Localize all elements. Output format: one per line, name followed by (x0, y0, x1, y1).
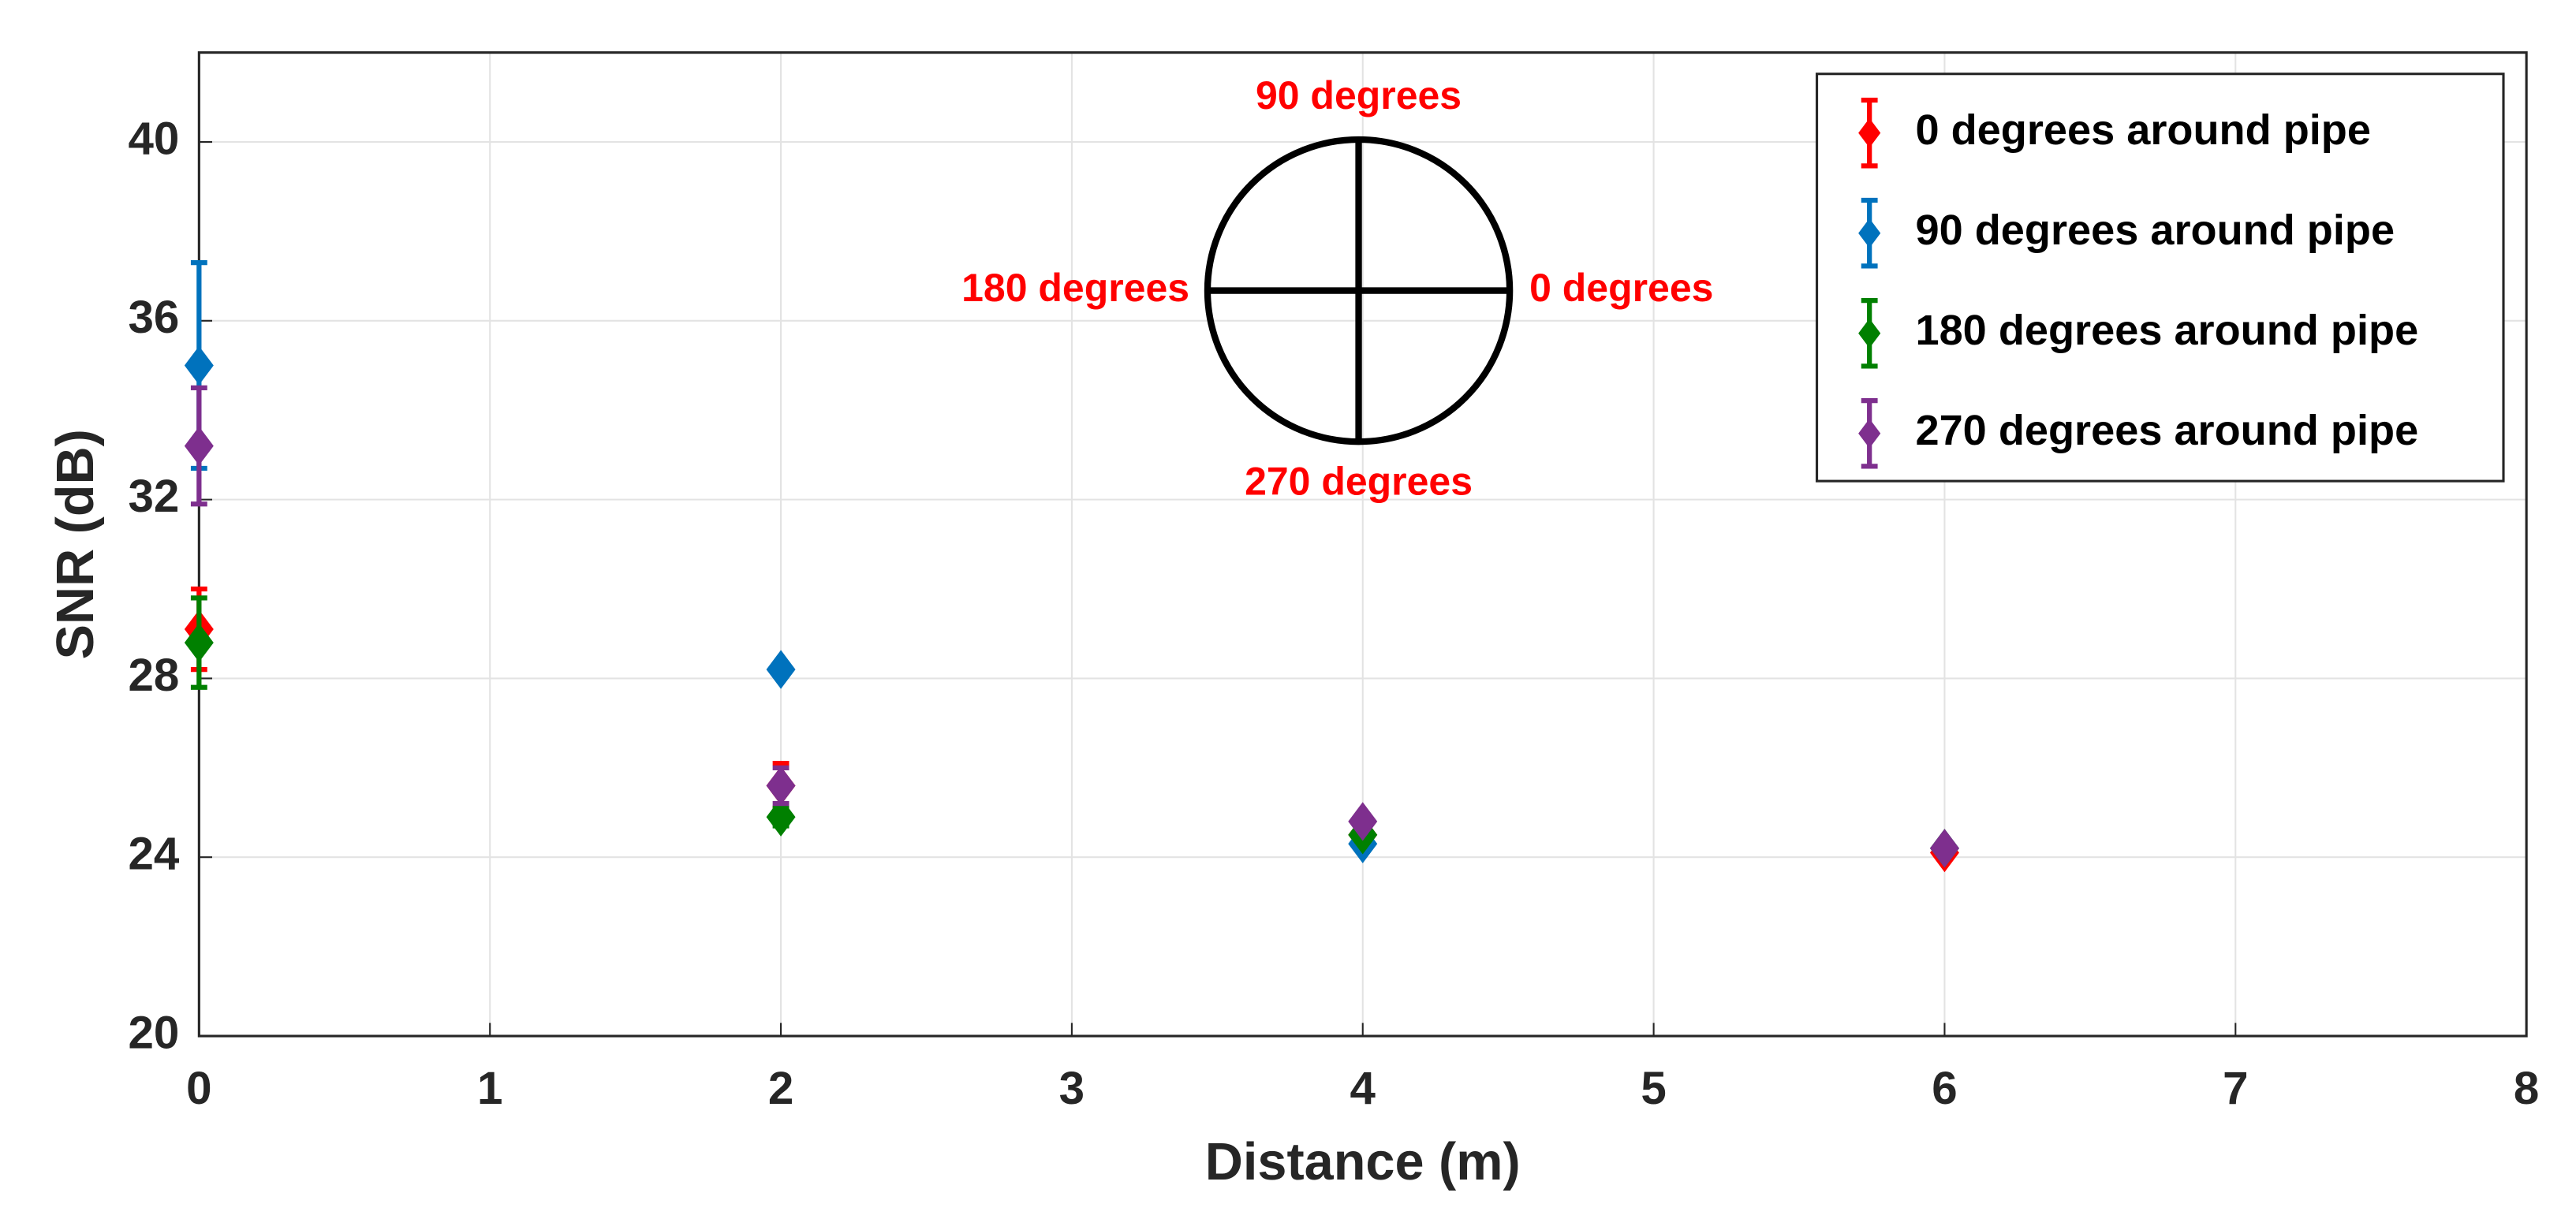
y-tick-label: 40 (128, 113, 179, 164)
y-axis-label: SNR (dB) (47, 429, 105, 659)
legend-label: 0 degrees around pipe (1915, 106, 2370, 154)
point (766, 797, 796, 837)
x-tick-label: 7 (2223, 1063, 2248, 1114)
legend-label: 90 degrees around pipe (1915, 207, 2395, 254)
x-tick-label: 2 (768, 1063, 793, 1114)
x-tick-label: 6 (1932, 1063, 1957, 1114)
x-tick-label: 5 (1641, 1063, 1666, 1114)
x-tick-label: 3 (1059, 1063, 1085, 1114)
axes-box (197, 51, 2528, 1038)
point (184, 345, 214, 386)
y-tick-label: 36 (128, 292, 179, 343)
legend-box (1815, 73, 2505, 483)
annotation: 0 degrees (1529, 266, 1713, 310)
point (1929, 829, 1959, 868)
y-tick-label: 28 (128, 650, 179, 701)
x-tick-label: 1 (477, 1063, 502, 1114)
annotation: 90 degrees (1256, 73, 1462, 117)
x-tick-label: 0 (186, 1063, 211, 1114)
y-tick-label: 24 (128, 829, 179, 880)
annotation: 270 degrees (1245, 460, 1473, 504)
x-axis-label: Distance (m) (1205, 1133, 1521, 1191)
y-tick-label: 32 (128, 471, 179, 522)
y-tick-label: 20 (128, 1007, 179, 1058)
point (184, 426, 214, 466)
legend-label: 180 degrees around pipe (1915, 307, 2418, 354)
point (766, 650, 796, 689)
x-tick-label: 4 (1350, 1063, 1376, 1114)
point (1348, 802, 1378, 841)
point (184, 623, 214, 662)
legend-label: 270 degrees around pipe (1915, 407, 2418, 454)
annotation: 180 degrees (961, 266, 1189, 310)
x-tick-label: 8 (2514, 1063, 2539, 1114)
point (766, 766, 796, 806)
